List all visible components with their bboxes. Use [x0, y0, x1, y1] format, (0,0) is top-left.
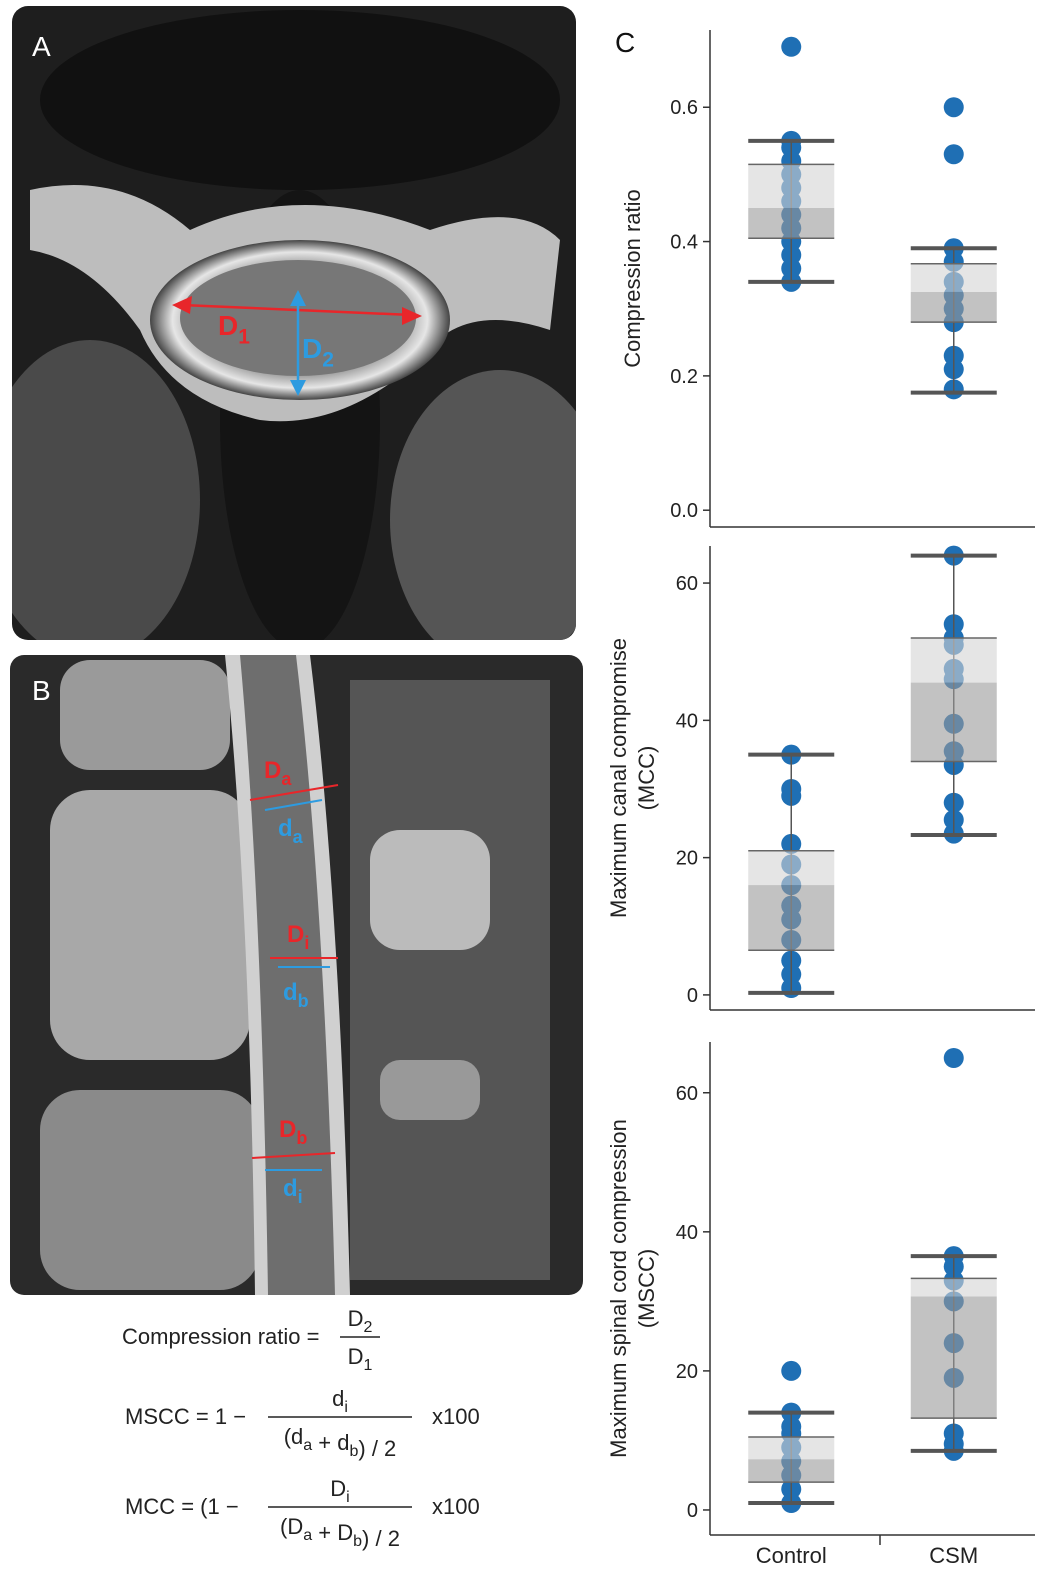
formula-text: ) / 2	[358, 1436, 396, 1461]
annotation-main: D	[264, 757, 281, 784]
annotation-main: D	[302, 333, 322, 364]
annotation: di	[283, 1175, 303, 1207]
data-point	[943, 97, 964, 118]
formula-sub: 1	[363, 1357, 372, 1374]
measure-lines	[249, 784, 339, 1171]
formula-lhs: MCC = (1 −	[125, 1494, 239, 1519]
formula-text: D	[348, 1344, 364, 1369]
y-tick-label: 0	[687, 985, 698, 1007]
data-point	[781, 1360, 802, 1381]
annotation-sub: 1	[238, 325, 250, 348]
annotation: Db	[279, 1116, 307, 1148]
box-upper	[748, 850, 835, 886]
y-tick-label: 0.6	[670, 97, 698, 119]
y-tick-label: 40	[676, 1222, 698, 1244]
y-tick-label: 60	[676, 1083, 698, 1105]
formula-lhs: Compression ratio =	[122, 1324, 319, 1349]
box-lower	[910, 291, 997, 323]
y-tick-label: 0.4	[670, 232, 698, 254]
annotation-sub: 2	[322, 348, 334, 371]
y-tick-label: 0	[687, 1500, 698, 1522]
annotation-sub: a	[293, 827, 304, 847]
formula-part: (da + db) / 2	[284, 1424, 397, 1461]
y-axis-label: (MSCC)	[634, 1249, 659, 1328]
box-lower	[910, 682, 997, 762]
formula-sub: i	[346, 1489, 350, 1506]
box-lower	[748, 207, 835, 239]
formula-sub: a	[303, 1437, 312, 1454]
box-upper	[910, 1278, 997, 1297]
annotation: Da	[264, 757, 292, 789]
box-upper	[910, 637, 997, 683]
box-lower	[748, 885, 835, 951]
formula-part: di	[332, 1386, 348, 1416]
formula-text: D	[330, 1476, 346, 1501]
box-lower	[910, 1296, 997, 1419]
panel-label: B	[32, 675, 51, 706]
formula-part: Di	[330, 1476, 349, 1506]
annotation-sub: b	[296, 1128, 307, 1148]
annotation: db	[283, 979, 309, 1011]
box-upper	[748, 1436, 835, 1460]
annotation-main: d	[283, 979, 298, 1006]
box-upper	[748, 164, 835, 208]
measure-lines	[172, 290, 422, 396]
y-tick-label: 0.0	[670, 500, 698, 522]
annotation-main: D	[279, 1116, 296, 1143]
y-tick-label: 0.2	[670, 366, 698, 388]
mri-axial	[12, 6, 576, 640]
formula-text: d	[332, 1386, 344, 1411]
formula-sub: a	[303, 1527, 312, 1544]
formula-sub: 2	[363, 1319, 372, 1336]
annotation-main: D	[218, 310, 238, 341]
data-point	[781, 36, 802, 57]
data-point	[943, 144, 964, 165]
box-upper	[910, 263, 997, 292]
y-tick-label: 60	[676, 573, 698, 595]
annotation-main: d	[278, 815, 293, 842]
mri-sagittal	[10, 655, 583, 1295]
formula-lhs: MSCC = 1 −	[125, 1404, 246, 1429]
formula-text: (D	[280, 1514, 303, 1539]
annotation-main: d	[283, 1175, 298, 1202]
formula-part: (Da + Db) / 2	[280, 1514, 400, 1551]
y-tick-label: 20	[676, 848, 698, 870]
y-axis-label: Maximum canal compromise	[606, 638, 631, 918]
x-tick-label: Control	[756, 1543, 827, 1568]
formula-part: D2	[348, 1306, 373, 1336]
data-point	[943, 1047, 964, 1068]
box-lower	[748, 1459, 835, 1483]
annotation-sub: a	[281, 769, 292, 789]
annotation-sub: i	[304, 933, 309, 953]
annotation-sub: i	[298, 1187, 303, 1207]
panel-label: C	[615, 27, 635, 58]
y-axis-label: Maximum spinal cord compression	[606, 1119, 631, 1458]
annotation: D2	[302, 333, 334, 371]
y-tick-label: 20	[676, 1361, 698, 1383]
annotation: da	[278, 815, 304, 847]
formula-text: D	[348, 1306, 364, 1331]
formula-rhs: x100	[432, 1494, 480, 1519]
panel-label: A	[32, 31, 51, 62]
formula-sub: b	[349, 1443, 358, 1460]
formula-sub: b	[353, 1533, 362, 1550]
annotation: Di	[287, 921, 309, 953]
formula-rhs: x100	[432, 1404, 480, 1429]
y-tick-label: 40	[676, 710, 698, 732]
annotation-sub: b	[298, 991, 309, 1011]
annotation: D1	[218, 310, 250, 348]
annotation-main: D	[287, 921, 304, 948]
formula-part: D1	[348, 1344, 373, 1374]
x-tick-label: CSM	[929, 1543, 978, 1568]
y-axis-label: Compression ratio	[620, 189, 645, 368]
formula-text: ) / 2	[362, 1526, 400, 1551]
formula-sub: i	[344, 1399, 348, 1416]
formula-text: (d	[284, 1424, 304, 1449]
formula-text: + d	[312, 1430, 349, 1455]
y-axis-label: (MCC)	[634, 746, 659, 811]
formula-text: + D	[312, 1520, 353, 1545]
